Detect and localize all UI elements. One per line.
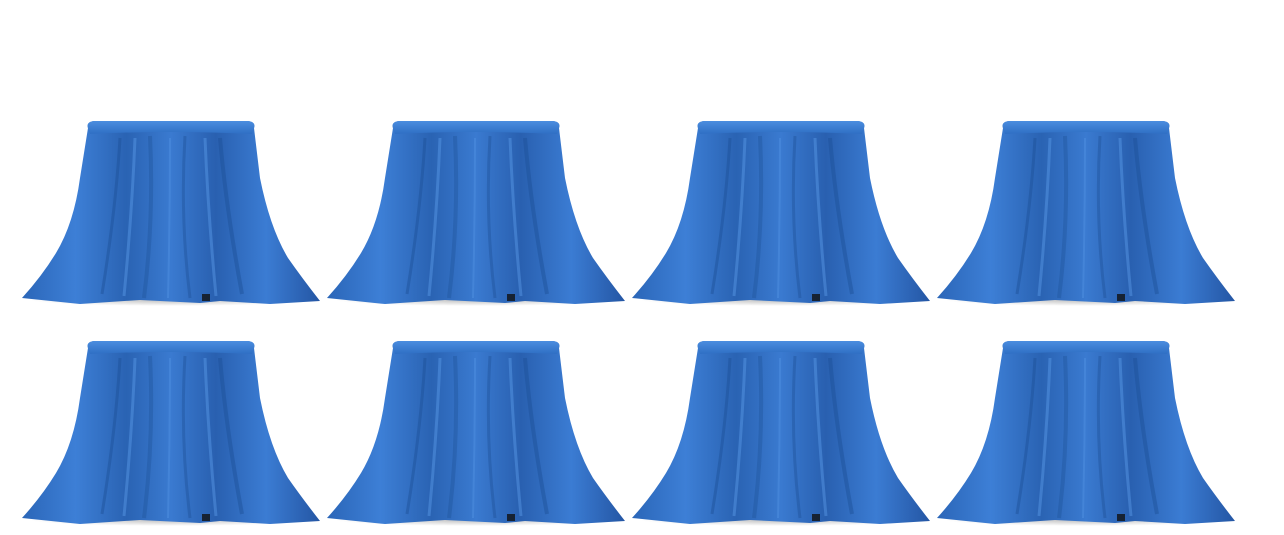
draped-cloth bbox=[20, 119, 320, 308]
draped-cloth bbox=[935, 339, 1235, 528]
draped-cloth bbox=[325, 119, 625, 308]
draped-cloth bbox=[20, 339, 320, 528]
draped-cloth bbox=[630, 119, 930, 308]
draped-cloth bbox=[325, 339, 625, 528]
draped-cloth bbox=[935, 119, 1235, 308]
draped-cloth bbox=[630, 339, 930, 528]
